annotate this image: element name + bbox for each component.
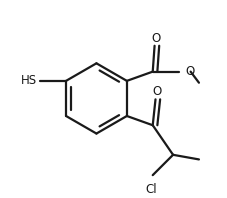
Text: O: O [184, 65, 193, 78]
Text: O: O [152, 86, 161, 98]
Text: O: O [151, 32, 160, 45]
Text: Cl: Cl [144, 184, 156, 196]
Text: HS: HS [21, 74, 37, 87]
